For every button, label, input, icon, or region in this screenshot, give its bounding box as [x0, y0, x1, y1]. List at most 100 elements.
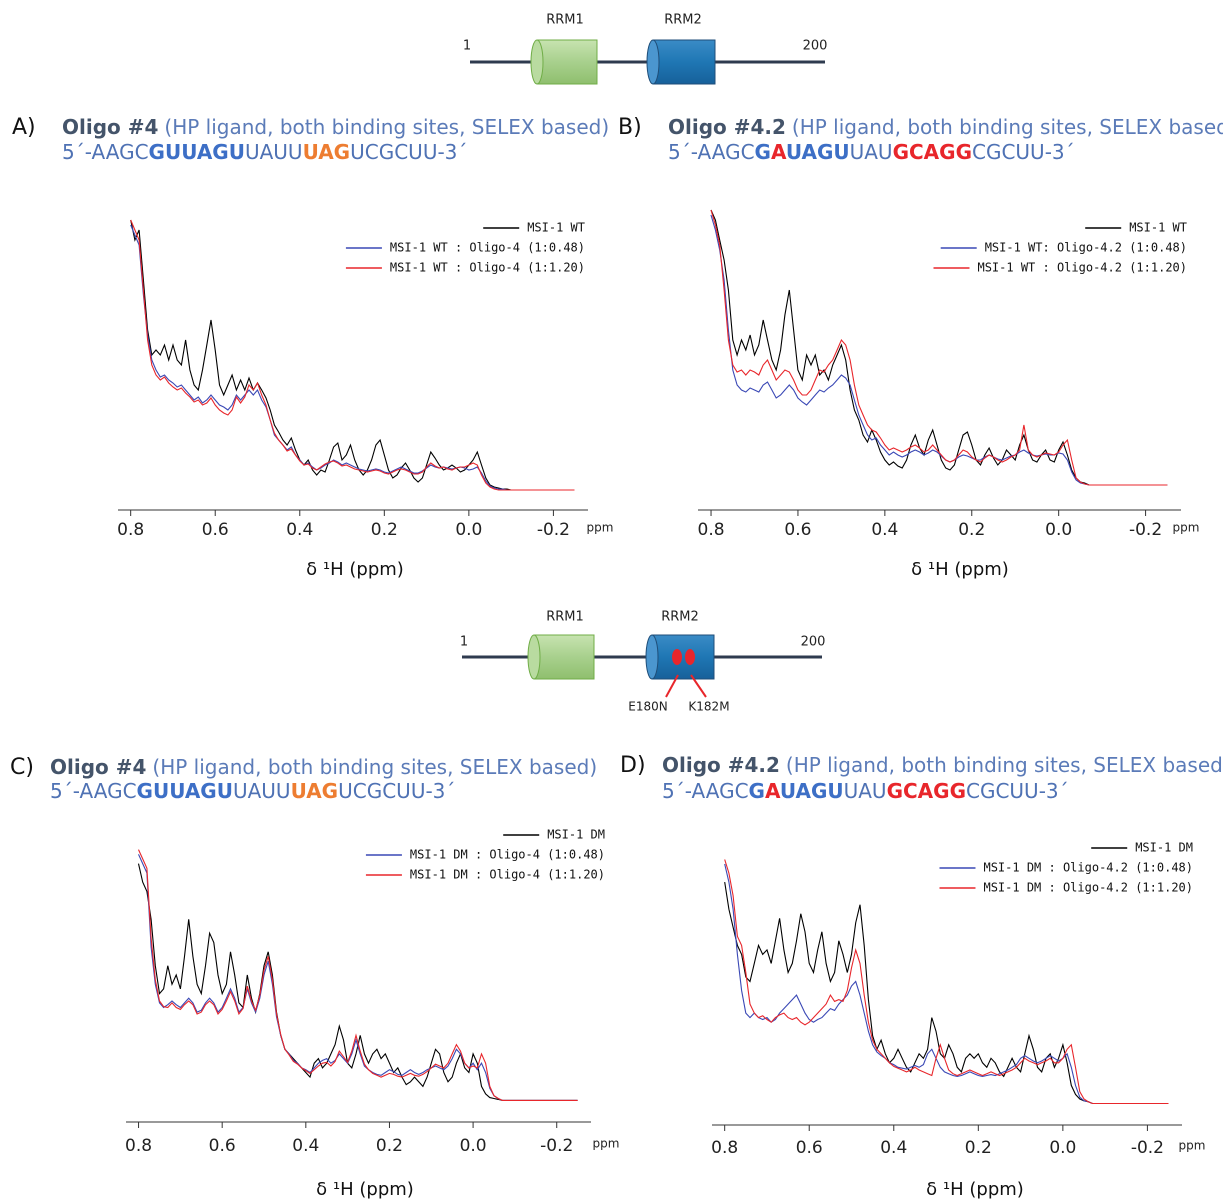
x-tick-label: 0.0: [455, 520, 482, 540]
panel-label: C): [10, 755, 34, 780]
sequence-segment: GCAGG: [893, 140, 972, 164]
panel-title: Oligo #4 (HP ligand, both binding sites, …: [50, 755, 597, 779]
subtitle: (HP ligand, both binding sites, SELEX ba…: [152, 755, 597, 779]
sequence-segment: G: [755, 140, 771, 164]
subtitle: (HP ligand, both binding sites, SELEX ba…: [164, 115, 609, 139]
rrm1-domain: [536, 39, 598, 85]
spectrum-line: [710, 214, 1168, 486]
sequence-segment: UAG: [303, 140, 351, 164]
spectrum-line: [137, 854, 578, 1101]
spectrum-line: [710, 209, 1168, 486]
sequence: 5´-AAGCGUUAGUUAUUUAGUCGCUU-3´: [50, 779, 455, 803]
rrm2-cap: [645, 634, 659, 680]
sequence-segment: CGCUU-3´: [966, 779, 1069, 803]
sequence-segment: UCGCUU-3´: [338, 779, 455, 803]
x-tick-label: 0.4: [880, 1138, 907, 1158]
sequence-segment: 5´-AAGC: [662, 779, 749, 803]
residue-start: 1: [463, 39, 471, 54]
x-tick-label: 0.2: [371, 520, 398, 540]
sequence: 5´-AAGCGAUAGUUAUGCAGGCGCUU-3´: [668, 140, 1075, 164]
sequence-segment: A: [765, 779, 781, 803]
panel: C) Oligo #4 (HP ligand, both binding sites…: [10, 755, 619, 1201]
rrm1-domain: [533, 634, 595, 680]
x-tick-label: 0.6: [202, 520, 229, 540]
sequence: 5´-AAGCGUUAGUUAUUUAGUCGCUU-3´: [62, 140, 467, 164]
x-tick-label: 0.4: [292, 1136, 319, 1156]
x-tick-label: 0.0: [1045, 520, 1072, 540]
sequence-segment: UAG: [291, 779, 339, 803]
spectrum-line: [724, 859, 1169, 1105]
sequence-segment: UCGCUU-3´: [350, 140, 467, 164]
legend-label: MSI-1 DM : Oligo-4 (1:0.48): [410, 848, 605, 862]
panel-label: A): [12, 115, 36, 140]
panel-label: D): [620, 753, 646, 778]
rrm1-cap: [527, 634, 541, 680]
panel: D) Oligo #4.2 (HP ligand, both binding sit…: [620, 753, 1223, 1201]
x-tick-label: 0.0: [460, 1136, 487, 1156]
x-axis-label: δ ¹H (ppm): [316, 1179, 414, 1200]
sequence-segment: UAUU: [245, 140, 303, 164]
panel-title: Oligo #4.2 (HP ligand, both binding sites…: [662, 753, 1223, 777]
sequence-segment: 5´-AAGC: [50, 779, 137, 803]
legend-label: MSI-1 DM: [1135, 841, 1193, 855]
x-tick-label: 0.6: [209, 1136, 236, 1156]
domain-label: RRM1: [546, 13, 584, 28]
x-unit: ppm: [587, 521, 614, 535]
title: Oligo #4.2: [662, 753, 780, 777]
x-tick-label: 0.8: [711, 1138, 738, 1158]
x-tick-label: 0.6: [796, 1138, 823, 1158]
domain-map: 1 200 RRM1 RRM2 E180N K182M: [460, 610, 826, 714]
title: Oligo #4.2: [668, 115, 786, 139]
legend-label: MSI-1 DM : Oligo-4 (1:1.20): [410, 868, 605, 882]
mutation-pointer: [665, 674, 679, 698]
subtitle: (HP ligand, both binding sites, SELEX ba…: [792, 115, 1223, 139]
legend-label: MSI-1 DM : Oligo-4.2 (1:1.20): [983, 881, 1193, 895]
legend-label: MSI-1 WT : Oligo-4 (1:0.48): [390, 241, 585, 255]
legend-label: MSI-1 WT: [1129, 221, 1187, 235]
panel-title: Oligo #4 (HP ligand, both binding sites, …: [62, 115, 609, 139]
sequence-segment: 5´-AAGC: [62, 140, 149, 164]
x-tick-label: 0.2: [965, 1138, 992, 1158]
rrm2-domain: [652, 39, 716, 85]
spectrum-line: [137, 863, 578, 1101]
mutation-pointer: [690, 674, 707, 698]
residue-end: 200: [801, 635, 826, 650]
x-tick-label: 0.8: [125, 1136, 152, 1156]
legend-label: MSI-1 DM: [547, 828, 605, 842]
panel-title: Oligo #4.2 (HP ligand, both binding sites…: [668, 115, 1223, 139]
rrm2-cap: [646, 39, 660, 85]
rrm2-domain: [651, 634, 715, 680]
sequence-segment: A: [771, 140, 787, 164]
panel: B) Oligo #4.2 (HP ligand, both binding sit…: [618, 115, 1223, 581]
x-tick-label: 0.8: [698, 520, 725, 540]
panel: A) Oligo #4 (HP ligand, both binding sites…: [12, 115, 613, 581]
legend-label: MSI-1 DM : Oligo-4.2 (1:0.48): [983, 861, 1193, 875]
x-tick-label: -0.2: [540, 1136, 573, 1156]
legend-label: MSI-1 WT: [527, 221, 585, 235]
x-tick-label: 0.0: [1049, 1138, 1076, 1158]
x-tick-label: -0.2: [537, 520, 570, 540]
sequence-segment: GCAGG: [887, 779, 966, 803]
mutation-label: E180N: [628, 700, 667, 714]
x-unit: ppm: [593, 1137, 620, 1151]
residue-end: 200: [803, 39, 828, 54]
x-unit: ppm: [1173, 521, 1200, 535]
spectrum-line: [724, 863, 1169, 1105]
mutation-site: [685, 649, 695, 665]
sequence-segment: UAU: [850, 140, 893, 164]
sequence-segment: CGCUU-3´: [972, 140, 1075, 164]
panel-label: B): [618, 115, 642, 140]
legend-label: MSI-1 WT: Oligo-4.2 (1:0.48): [985, 241, 1187, 255]
sequence-segment: UAUU: [233, 779, 291, 803]
rrm1-cap: [530, 39, 544, 85]
x-tick-label: 0.2: [958, 520, 985, 540]
sequence: 5´-AAGCGAUAGUUAUGCAGGCGCUU-3´: [662, 779, 1069, 803]
x-tick-label: 0.4: [286, 520, 313, 540]
domain-map: 1 200 RRM1 RRM2: [463, 13, 828, 85]
x-axis-label: δ ¹H (ppm): [926, 1179, 1024, 1200]
mutation-site: [672, 649, 682, 665]
residue-start: 1: [460, 635, 468, 650]
x-tick-label: 0.2: [376, 1136, 403, 1156]
title: Oligo #4: [62, 115, 158, 139]
